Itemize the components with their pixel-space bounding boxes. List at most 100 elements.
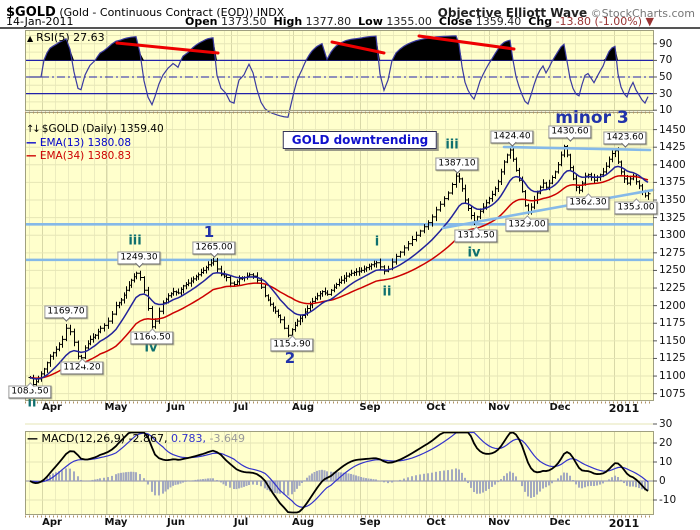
price-callout: 1265.00 — [192, 241, 236, 255]
rsi-scale-tick: 10 — [659, 104, 673, 117]
ohlc-quote-line: Open 1373.50 High 1377.80 Low 1355.00 Close… — [178, 15, 654, 28]
annotation-note: GOLD downtrending — [282, 131, 438, 149]
stockcharts-credit: ©StockCharts.com — [587, 7, 695, 20]
axis-month-label: Apr — [42, 517, 62, 528]
macd-legend-label: MACD(12,26,9) -2.867, — [41, 432, 168, 445]
price-callout: 1315.50 — [454, 229, 498, 243]
axis-month-label: Jun — [167, 517, 185, 528]
macd-scale-tick: 0 — [659, 475, 666, 487]
quote-open-label: Open — [184, 15, 218, 28]
price-scale-tick: 1225 — [659, 282, 686, 295]
symbol-description: (Gold - Continuous Contract (EOD)) INDX — [55, 6, 285, 19]
rsi-legend-label: RSI(5) 27.63 — [36, 31, 105, 44]
axis-month-label: Dec — [549, 402, 571, 413]
wave-label: iii — [445, 137, 459, 153]
macd-scale-tick: 20 — [659, 437, 673, 449]
price-legend-label: $GOLD (Daily) 1359.40 — [41, 123, 164, 135]
axis-month-label: Jun — [167, 402, 185, 413]
quote-low-value: 1355.00 — [382, 15, 432, 28]
price-scale-tick: 1375 — [659, 176, 686, 189]
price-scale-tick: 1075 — [659, 387, 686, 400]
price-callout: 1329.00 — [505, 218, 549, 232]
rsi-scale-tick: 30 — [659, 87, 673, 100]
quote-chg-value: -13.80 (-1.00%) — [552, 15, 643, 28]
macd-scale-tick: 10 — [659, 456, 673, 468]
wave-label: ii — [382, 284, 392, 300]
quote-low-label: Low — [358, 15, 383, 28]
watermark-label: Objective Elliott Wave — [437, 6, 588, 20]
header-divider — [0, 27, 700, 29]
wave-label: ii — [27, 395, 37, 411]
quote-close-value: 1359.40 — [472, 15, 522, 28]
rsi-scale-tick: 90 — [659, 37, 673, 50]
price-scale-tick: 1200 — [659, 299, 686, 312]
axis-month-label: Sep — [359, 517, 381, 528]
price-callout: 1424.40 — [490, 130, 534, 144]
price-scale-tick: 1300 — [659, 229, 686, 242]
axis-month-label: May — [104, 517, 128, 528]
rsi-legend: ▲ RSI(5) 27.63 — [27, 31, 105, 44]
price-callout: 1155.90 — [270, 338, 314, 352]
rsi-indicator-icon: ▲ — [27, 34, 34, 43]
axis-month-label: May — [104, 402, 128, 413]
ema13-line-swatch: — — [26, 136, 37, 149]
price-callout: 1166.50 — [130, 331, 174, 345]
price-callout: 1124.20 — [60, 361, 104, 375]
axis-month-label: Dec — [549, 517, 571, 528]
wave-label: minor 3 — [555, 108, 629, 128]
quote-chg-label: Chg — [528, 15, 553, 28]
change-down-icon: ▼ — [642, 15, 654, 28]
wave-label: iii — [128, 233, 142, 249]
axis-month-label: Apr — [42, 402, 62, 413]
quote-high-label: High — [273, 15, 303, 28]
quote-close-label: Close — [438, 15, 473, 28]
rsi-scale-tick: 50 — [659, 71, 673, 83]
chart-date: 14-Jan-2011 — [6, 15, 74, 28]
price-callout: 1353.00 — [614, 201, 658, 215]
price-scale-tick: 1250 — [659, 264, 686, 277]
rsi-scale-tick: 70 — [659, 54, 673, 67]
wave-label: iv — [467, 245, 481, 261]
price-scale-tick: 1150 — [659, 334, 686, 347]
price-scale-tick: 1400 — [659, 158, 686, 171]
quote-open-value: 1373.50 — [217, 15, 267, 28]
axis-month-label: Sep — [359, 402, 381, 413]
wave-label: i — [374, 234, 380, 250]
price-callout: 1249.30 — [117, 251, 161, 265]
price-scale-tick: 1175 — [659, 317, 686, 330]
price-scale-tick: 1425 — [659, 141, 686, 154]
price-callout: 1387.10 — [435, 157, 479, 171]
ema34-line-swatch: — — [26, 150, 37, 162]
price-scale-tick: 1275 — [659, 246, 686, 259]
axis-month-label: Aug — [291, 402, 315, 413]
ema34-legend-label: EMA(34) 1380.83 — [39, 150, 132, 162]
wave-label: 2 — [284, 349, 296, 367]
axis-month-label: Oct — [426, 402, 446, 413]
symbol-label: $GOLD — [6, 5, 56, 20]
axis-month-label: Jul — [233, 402, 249, 413]
quote-high-value: 1377.80 — [302, 15, 352, 28]
price-callout: 1085.50 — [8, 385, 52, 399]
price-scale-tick: 1350 — [659, 194, 686, 207]
axis-month-label: Aug — [291, 517, 315, 528]
chart-title: $GOLD (Gold - Continuous Contract (EOD))… — [6, 1, 284, 20]
axis-month-label: Nov — [488, 402, 510, 413]
price-callout: 1362.30 — [566, 196, 610, 210]
axis-month-label: Jul — [233, 517, 249, 528]
macd-line-swatch: — — [27, 432, 38, 445]
price-callout: 1169.70 — [44, 305, 88, 319]
wave-label: 1 — [203, 223, 215, 241]
axis-month-label: Oct — [426, 517, 446, 528]
price-scale-tick: 1100 — [659, 370, 686, 383]
macd-scale-tick: -10 — [659, 494, 677, 506]
macd-legend: — MACD(12,26,9) -2.867, 0.783, -3.649 — [27, 432, 245, 445]
updown-arrows-icon: ↑↓ — [26, 124, 41, 135]
branding: Objective Elliott Wave ©StockCharts.com — [438, 2, 695, 21]
price-legend: ↑↓ $GOLD (Daily) 1359.40 — EMA(13) 1380.0… — [26, 123, 164, 164]
axis-month-label: 2011 — [608, 517, 640, 530]
price-scale-tick: 1450 — [659, 123, 686, 136]
price-scale-tick: 1125 — [659, 352, 686, 365]
macd-scale-tick: 30 — [659, 418, 673, 430]
price-callout: 1430.60 — [548, 125, 592, 139]
